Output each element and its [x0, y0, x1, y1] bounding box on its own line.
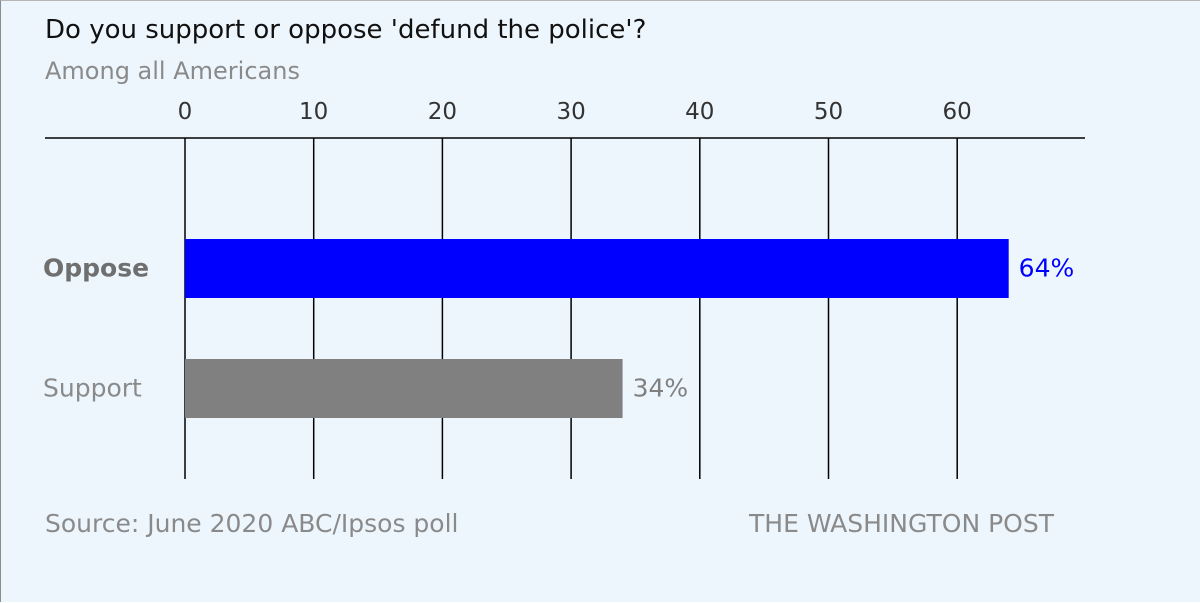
category-label-oppose: Oppose — [43, 254, 149, 283]
bar-oppose — [185, 239, 1009, 298]
x-tick-label: 40 — [685, 99, 714, 125]
bar-support — [185, 359, 623, 418]
data-label-support: 34% — [633, 374, 689, 403]
publisher-credit: THE WASHINGTON POST — [749, 509, 1054, 538]
x-tick-label: 60 — [943, 99, 972, 125]
chart-title: Do you support or oppose 'defund the pol… — [45, 15, 647, 45]
x-tick-label: 20 — [428, 99, 457, 125]
x-tick-label: 30 — [556, 99, 585, 125]
chart-subtitle: Among all Americans — [45, 57, 300, 85]
x-tick-label: 50 — [814, 99, 843, 125]
data-label-oppose: 64% — [1019, 254, 1075, 283]
x-tick-label: 0 — [178, 99, 193, 125]
x-tick-label: 10 — [299, 99, 328, 125]
source-note: Source: June 2020 ABC/Ipsos poll — [45, 509, 459, 538]
category-label-support: Support — [43, 374, 142, 403]
